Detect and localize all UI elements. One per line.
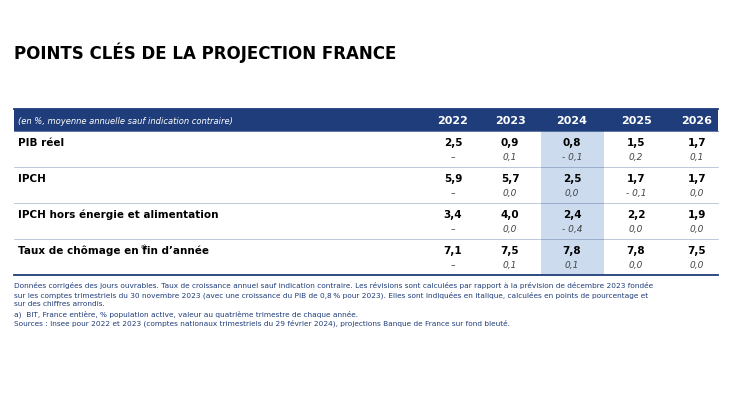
Text: (en %, moyenne annuelle sauf indication contraire): (en %, moyenne annuelle sauf indication …	[18, 116, 233, 125]
Text: 1,9: 1,9	[688, 209, 706, 219]
Text: - 0,4: - 0,4	[562, 225, 583, 234]
Text: 0,9: 0,9	[501, 137, 519, 147]
Text: 2023: 2023	[495, 116, 526, 126]
Text: 0,0: 0,0	[629, 261, 643, 270]
Text: 7,8: 7,8	[626, 245, 645, 255]
Text: IPCH hors énergie et alimentation: IPCH hors énergie et alimentation	[18, 209, 218, 220]
Text: 5,9: 5,9	[444, 173, 462, 183]
Text: 0,0: 0,0	[565, 189, 579, 198]
Bar	[14, 168, 718, 204]
Text: 0,0: 0,0	[503, 225, 517, 234]
Text: –: –	[450, 261, 456, 270]
Text: 2,5: 2,5	[563, 173, 581, 183]
Text: 2,4: 2,4	[563, 209, 581, 219]
Text: 0,0: 0,0	[690, 189, 704, 198]
Text: - 0,1: - 0,1	[562, 153, 583, 162]
Text: - 0,1: - 0,1	[626, 189, 646, 198]
Text: 3,4: 3,4	[444, 209, 462, 219]
Text: 1,7: 1,7	[688, 137, 707, 147]
Text: 0,1: 0,1	[565, 261, 579, 270]
Text: 2,2: 2,2	[627, 209, 645, 219]
Bar	[541, 132, 604, 168]
Text: 1,7: 1,7	[688, 173, 707, 183]
Text: 1,7: 1,7	[626, 173, 645, 183]
Text: a)  BIT, France entière, % population active, valeur au quatrième trimestre de c: a) BIT, France entière, % population act…	[14, 310, 358, 317]
Text: 0,1: 0,1	[690, 153, 704, 162]
Text: 1,5: 1,5	[627, 137, 645, 147]
Text: –: –	[450, 189, 456, 198]
Text: sur les comptes trimestriels du 30 novembre 2023 (avec une croissance du PIB de : sur les comptes trimestriels du 30 novem…	[14, 291, 648, 298]
Text: 7,8: 7,8	[563, 245, 581, 255]
Bar	[541, 168, 604, 204]
Bar	[14, 132, 718, 168]
Text: 2,5: 2,5	[444, 137, 462, 147]
Text: –: –	[450, 153, 456, 162]
Text: 0,0: 0,0	[690, 225, 704, 234]
Text: 4,0: 4,0	[501, 209, 519, 219]
Text: 0,0: 0,0	[629, 225, 643, 234]
Text: IPCH: IPCH	[18, 173, 46, 183]
Text: 2025: 2025	[620, 116, 651, 126]
Text: 7,5: 7,5	[501, 245, 519, 255]
Bar	[14, 239, 718, 275]
Bar	[14, 110, 718, 132]
Text: 7,1: 7,1	[444, 245, 462, 255]
Text: 0,2: 0,2	[629, 153, 643, 162]
Text: 0,8: 0,8	[563, 137, 581, 147]
Text: Taux de chômage en fin d’année: Taux de chômage en fin d’année	[18, 245, 209, 256]
Text: 2026: 2026	[682, 116, 712, 126]
Text: 2024: 2024	[556, 116, 588, 126]
Text: 2022: 2022	[437, 116, 469, 126]
Text: PIB réel: PIB réel	[18, 137, 64, 147]
Text: Données corrigées des jours ouvrables. Taux de croissance annuel sauf indication: Données corrigées des jours ouvrables. T…	[14, 281, 653, 288]
Bar	[541, 204, 604, 239]
Text: a): a)	[141, 243, 147, 248]
Bar	[541, 239, 604, 275]
Text: 0,1: 0,1	[503, 261, 517, 270]
Text: 0,1: 0,1	[503, 153, 517, 162]
Text: 0,0: 0,0	[690, 261, 704, 270]
Text: POINTS CLÉS DE LA PROJECTION FRANCE: POINTS CLÉS DE LA PROJECTION FRANCE	[14, 43, 396, 63]
Text: sur des chiffres arrondis.: sur des chiffres arrondis.	[14, 300, 105, 306]
Text: Sources : Insee pour 2022 et 2023 (comptes nationaux trimestriels du 29 février : Sources : Insee pour 2022 et 2023 (compt…	[14, 319, 510, 327]
Text: –: –	[450, 225, 456, 234]
Text: 0,0: 0,0	[503, 189, 517, 198]
Text: 7,5: 7,5	[688, 245, 707, 255]
Bar	[14, 204, 718, 239]
Text: 5,7: 5,7	[501, 173, 519, 183]
